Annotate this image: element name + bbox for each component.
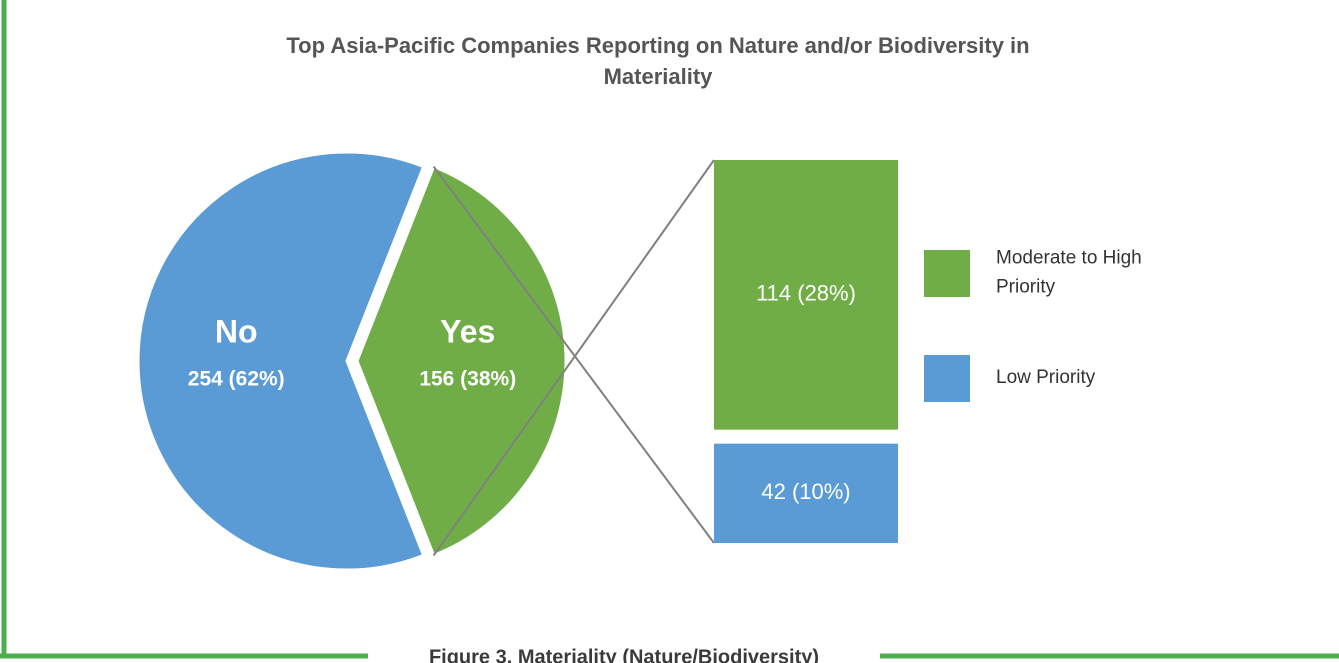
legend-swatch [924, 355, 970, 402]
slice-label: 254 (62%) [188, 368, 285, 391]
caption-backdrop [368, 640, 880, 663]
pie-slice [355, 164, 568, 558]
pie-slice [136, 150, 426, 572]
connector [432, 165, 715, 544]
slice-name: No [215, 313, 258, 349]
slice-name: Yes [440, 313, 495, 349]
legend-label: Low Priority [996, 367, 1096, 388]
chart-title: Top Asia-Pacific Companies Reporting on … [286, 33, 1030, 89]
caption: Figure 3. Materiality (Nature/Biodiversi… [429, 646, 819, 663]
slice-label: 156 (38%) [419, 368, 516, 391]
legend-label: Moderate to High Priority [996, 248, 1142, 298]
bar-label: 42 (10%) [761, 479, 850, 504]
bar-label: 114 (28%) [756, 281, 856, 306]
legend-swatch [924, 250, 970, 297]
title-box: Top Asia-Pacific Companies Reporting on … [286, 33, 1030, 89]
connector [432, 159, 715, 557]
breakdown-bar [714, 443, 898, 543]
breakdown-bar [714, 160, 898, 430]
